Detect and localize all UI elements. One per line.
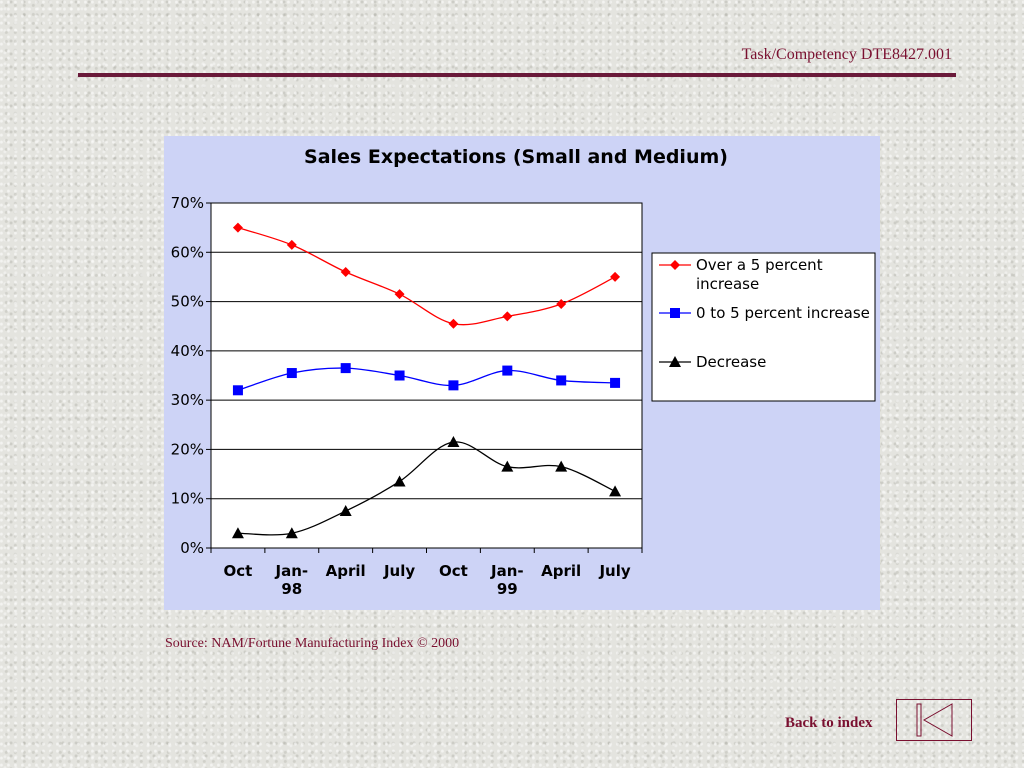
legend-box bbox=[651, 252, 876, 402]
x-tick-label-line: July bbox=[598, 562, 630, 580]
first-page-icon bbox=[916, 703, 953, 737]
header-divider bbox=[78, 73, 956, 77]
x-tick-label-line: Jan- bbox=[275, 562, 309, 580]
x-tick-label: Jan-98 bbox=[275, 562, 309, 598]
legend-label-line: increase bbox=[696, 275, 759, 293]
y-tick-label: 60% bbox=[171, 243, 204, 261]
legend-marker bbox=[670, 308, 680, 318]
x-tick-label: July bbox=[383, 562, 415, 580]
y-tick-label: 20% bbox=[171, 440, 204, 458]
data-point bbox=[285, 527, 298, 539]
y-tick-label: 30% bbox=[171, 391, 204, 409]
x-tick-label-line: July bbox=[383, 562, 415, 580]
data-point bbox=[610, 377, 621, 388]
x-tick-label: July bbox=[598, 562, 630, 580]
source-note: Source: NAM/Fortune Manufacturing Index … bbox=[165, 636, 460, 651]
gridlines bbox=[211, 251, 642, 500]
series-line bbox=[237, 227, 616, 326]
x-tick-label: Jan-99 bbox=[490, 562, 524, 598]
sales-expectations-chart: Sales Expectations (Small and Medium) 0%… bbox=[164, 136, 880, 610]
chart-title: Sales Expectations (Small and Medium) bbox=[304, 146, 728, 168]
y-tick-label: 10% bbox=[171, 490, 204, 508]
series-3 bbox=[231, 436, 622, 539]
x-tick-label-line: April bbox=[326, 562, 366, 580]
data-point bbox=[340, 267, 351, 277]
data-point bbox=[556, 299, 567, 310]
series-lines bbox=[231, 222, 622, 539]
series-line bbox=[237, 441, 616, 536]
x-tick-label: Oct bbox=[439, 562, 468, 580]
task-competency-label: Task/Competency DTE8427.001 bbox=[741, 46, 952, 63]
y-tick-label: 70% bbox=[171, 194, 204, 212]
legend-label: Over a 5 percent increase bbox=[696, 256, 823, 293]
data-point bbox=[447, 436, 460, 448]
legend-label: 0 to 5 percent increase bbox=[696, 304, 870, 322]
chart-canvas: Sales Expectations (Small and Medium) 0%… bbox=[171, 146, 876, 598]
data-point bbox=[286, 368, 297, 379]
y-tick-label: 0% bbox=[180, 539, 204, 557]
x-tick-label: April bbox=[326, 562, 366, 580]
x-tick-label-line: 99 bbox=[497, 580, 518, 598]
data-point bbox=[394, 289, 405, 300]
legend-marker bbox=[670, 260, 680, 270]
plot-area bbox=[210, 202, 643, 549]
legend-label: Decrease bbox=[696, 353, 766, 371]
data-point bbox=[609, 485, 622, 497]
x-tick-label-line: April bbox=[541, 562, 581, 580]
series-2 bbox=[232, 363, 621, 396]
data-point bbox=[393, 475, 406, 487]
data-point bbox=[232, 385, 243, 396]
x-tick-label-line: Jan- bbox=[490, 562, 524, 580]
data-point bbox=[394, 370, 405, 381]
data-point bbox=[339, 505, 352, 517]
data-point bbox=[610, 271, 621, 282]
legend-label-line: 0 to 5 percent increase bbox=[696, 304, 870, 322]
y-tick-label: 50% bbox=[171, 293, 204, 311]
data-point bbox=[231, 527, 244, 539]
legend-entry: Over a 5 percent increase bbox=[659, 256, 823, 293]
data-point bbox=[448, 318, 459, 329]
data-point bbox=[502, 311, 513, 322]
x-tick-label-line: Oct bbox=[439, 562, 468, 580]
legend-entry: Decrease bbox=[659, 353, 766, 371]
back-to-index-link[interactable]: Back to index bbox=[785, 715, 873, 731]
data-point bbox=[501, 460, 514, 472]
x-tick-label-line: Oct bbox=[224, 562, 253, 580]
legend-label-line: Over a 5 percent bbox=[696, 256, 823, 274]
data-point bbox=[340, 363, 351, 374]
legend: Over a 5 percent increase 0 to 5 percent i… bbox=[651, 252, 876, 402]
data-point bbox=[448, 380, 459, 391]
data-point bbox=[232, 222, 243, 233]
back-to-index-button[interactable] bbox=[896, 699, 972, 741]
legend-marker bbox=[669, 356, 681, 367]
y-axis-ticks: 0% 10% 20% 30% 40% 50% 60% 70% bbox=[171, 194, 211, 557]
data-point bbox=[502, 365, 513, 376]
data-point bbox=[555, 460, 568, 472]
legend-label-line: Decrease bbox=[696, 353, 766, 371]
x-tick-label: Oct bbox=[224, 562, 253, 580]
data-point bbox=[556, 375, 567, 386]
x-tick-label: April bbox=[541, 562, 581, 580]
series-1 bbox=[232, 222, 621, 329]
data-point bbox=[286, 239, 297, 250]
x-tick-label-line: 98 bbox=[281, 580, 302, 598]
legend-entry: 0 to 5 percent increase bbox=[659, 304, 870, 322]
y-tick-label: 40% bbox=[171, 342, 204, 360]
